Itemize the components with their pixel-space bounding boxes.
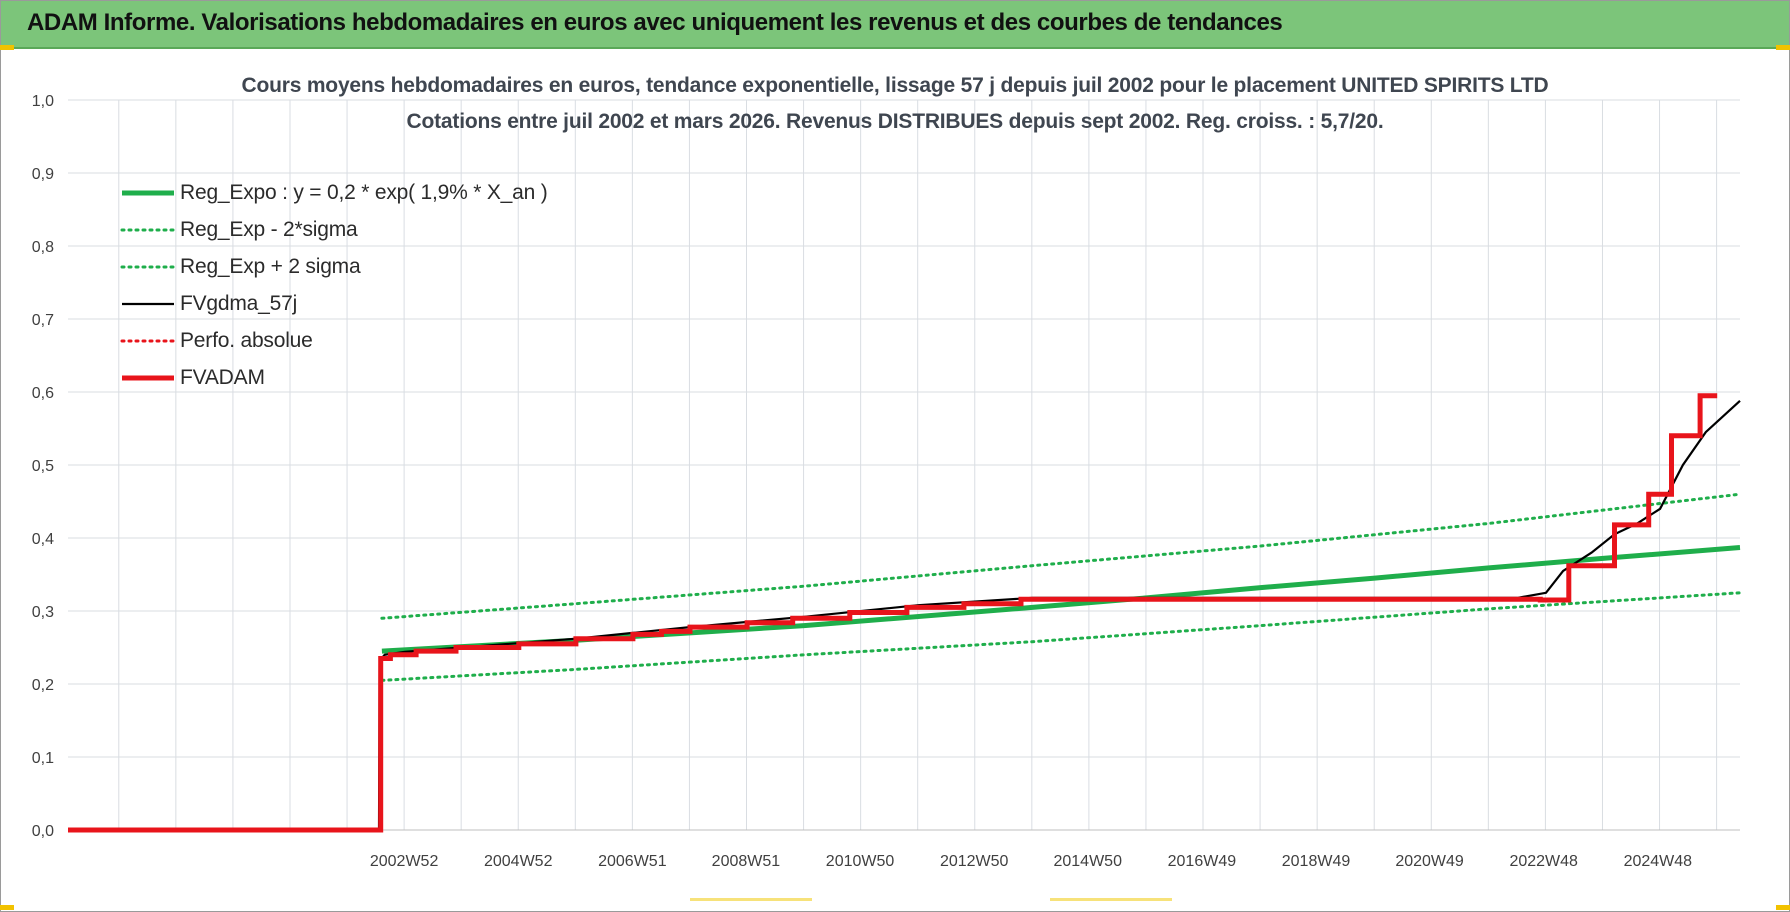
grid <box>68 99 1740 831</box>
legend-swatch <box>120 339 176 342</box>
legend-swatch <box>120 265 176 268</box>
corner-mark-bottom-right <box>1776 905 1790 910</box>
x-tick-label: 2010W50 <box>826 853 895 870</box>
x-tick-label: 2020W49 <box>1395 853 1464 870</box>
corner-mark-right <box>1776 45 1790 50</box>
series-line-reg-exp-2-sigma <box>380 492 1742 620</box>
legend: Reg_Expo : y = 0,2 * exp( 1,9% * X_an ) R… <box>120 174 580 396</box>
page-title: ADAM Informe. Valorisations hebdomadaire… <box>27 9 1283 36</box>
chart-title-line-1: Cours moyens hebdomadaires en euros, ten… <box>242 74 1549 97</box>
x-tick-label: 2024W48 <box>1624 853 1693 870</box>
series-line-fvadam <box>68 393 1718 833</box>
legend-swatch <box>122 375 174 380</box>
y-tick-label: 0,9 <box>32 166 54 183</box>
legend-item: FVgdma_57j <box>120 285 580 322</box>
legend-label: Reg_Exp - 2*sigma <box>180 217 358 241</box>
series-line-reg-exp-2-sigma <box>380 591 1742 682</box>
header-bar: ADAM Informe. Valorisations hebdomadaire… <box>1 1 1789 49</box>
legend-label: Perfo. absolue <box>180 328 313 352</box>
bottom-deco-1 <box>690 898 812 901</box>
y-tick-label: 0,1 <box>32 750 54 767</box>
x-tick-label: 2012W50 <box>940 853 1009 870</box>
x-tick-label: 2018W49 <box>1282 853 1351 870</box>
corner-mark-bottom-left <box>0 905 14 910</box>
legend-label: Reg_Exp + 2 sigma <box>180 254 361 278</box>
legend-swatch <box>122 302 174 305</box>
y-tick-label: 0,5 <box>32 458 54 475</box>
y-tick-label: 0,0 <box>32 823 54 840</box>
x-tick-label: 2014W50 <box>1053 853 1122 870</box>
bottom-deco-2 <box>1050 898 1172 901</box>
y-tick-label: 0,7 <box>32 312 54 329</box>
y-tick-label: 0,8 <box>32 239 54 256</box>
x-axis-labels: 2002W52 2004W52 2006W51 2008W51 2010W50 2012W… <box>370 853 1692 870</box>
x-tick-label: 2008W51 <box>712 853 781 870</box>
legend-swatch <box>120 228 176 231</box>
chart-title-line-2: Cotations entre juil 2002 et mars 2026. … <box>407 110 1384 133</box>
legend-item: Reg_Exp + 2 sigma <box>120 248 580 285</box>
legend-swatch <box>122 190 174 195</box>
legend-label: Reg_Expo : y = 0,2 * exp( 1,9% * X_an ) <box>180 180 548 204</box>
x-tick-label: 2004W52 <box>484 853 553 870</box>
x-tick-label: 2016W49 <box>1168 853 1237 870</box>
y-tick-label: 0,3 <box>32 604 54 621</box>
line-chart: Cours moyens hebdomadaires en euros, ten… <box>32 74 1742 870</box>
legend-item: FVADAM <box>120 359 580 396</box>
legend-item: Reg_Expo : y = 0,2 * exp( 1,9% * X_an ) <box>120 174 580 211</box>
x-tick-label: 2022W48 <box>1509 853 1578 870</box>
x-tick-label: 2002W52 <box>370 853 439 870</box>
y-tick-label: 0,2 <box>32 677 54 694</box>
x-tick-label: 2006W51 <box>598 853 667 870</box>
series-group <box>68 393 1742 833</box>
y-axis-labels: 0,0 0,1 0,2 0,3 0,4 0,5 0,6 0,7 0,8 0,9 1,0 <box>32 93 54 840</box>
corner-mark-left <box>0 45 14 50</box>
y-tick-label: 1,0 <box>32 93 54 110</box>
y-tick-label: 0,6 <box>32 385 54 402</box>
legend-label: FVgdma_57j <box>180 291 298 315</box>
y-tick-label: 0,4 <box>32 531 54 548</box>
legend-item: Perfo. absolue <box>120 322 580 359</box>
legend-item: Reg_Exp - 2*sigma <box>120 211 580 248</box>
legend-label: FVADAM <box>180 365 265 389</box>
